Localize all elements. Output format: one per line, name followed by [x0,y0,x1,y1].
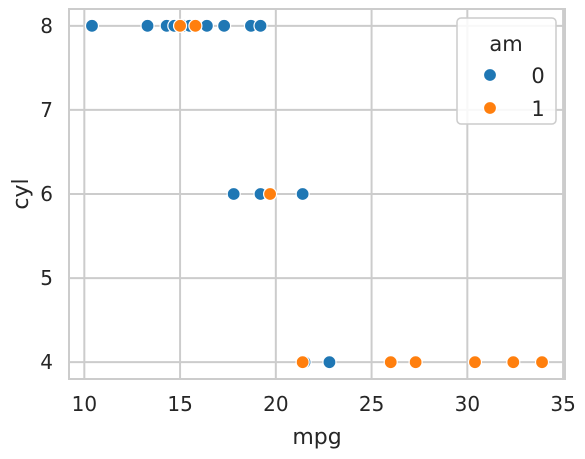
y-axis-label: cyl [9,178,34,209]
y-tick-label: 5 [40,266,53,290]
y-tick-label: 8 [40,14,53,38]
plot-frame [68,8,566,380]
data-point-am-0 [217,18,232,33]
legend-title: am [489,32,522,56]
x-tick-label: 30 [455,392,480,416]
data-point-am-0 [295,186,310,202]
data-point-am-1 [383,355,398,370]
data-point-am-0 [322,355,337,370]
x-tick-label: 20 [263,392,288,416]
data-point-am-0 [226,186,241,202]
x-tick-label: 15 [167,392,192,416]
legend-box [456,17,557,125]
data-point-am-1 [188,18,203,33]
x-tick-label: 10 [72,392,97,416]
x-tick-labels: 10 15 20 25 30 35 [72,392,576,416]
legend-label: 0 [531,64,544,88]
legend: am 01 [456,17,557,125]
data-point-am-1 [534,355,550,370]
data-point-am-0 [84,18,100,33]
data-point-am-1 [408,355,423,370]
data-point-am-1 [295,355,310,370]
data-point-am-1 [172,18,188,33]
y-tick-label: 7 [40,98,53,122]
x-tick-label: 25 [359,392,384,416]
data-point-am-1 [262,186,278,202]
legend-items: 01 [482,64,545,121]
x-tick-label: 35 [550,392,575,416]
data-point-am-0 [140,18,155,33]
data-point-am-1 [467,355,483,370]
legend-marker [482,67,498,83]
data-point-am-1 [506,355,521,370]
data-points [84,18,550,370]
y-tick-labels: 4 5 6 7 8 [40,14,53,374]
y-tick-label: 4 [40,350,53,374]
legend-label: 1 [531,97,544,121]
x-axis-label: mpg [292,425,341,450]
legend-marker [482,100,498,116]
data-point-am-0 [253,18,268,33]
y-tick-label: 6 [40,182,53,206]
